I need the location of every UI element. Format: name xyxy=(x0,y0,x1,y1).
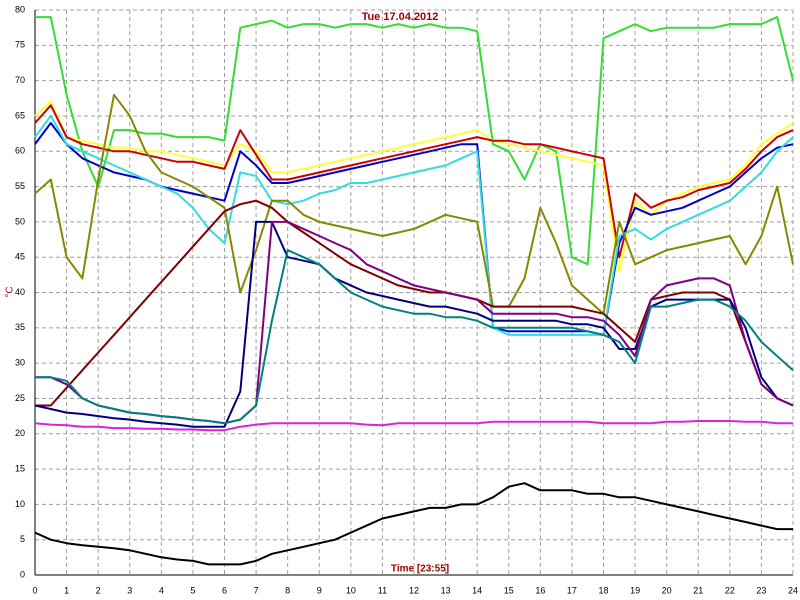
y-tick-label: 5 xyxy=(20,534,25,544)
x-tick-label: 12 xyxy=(409,585,419,595)
y-tick-label: 45 xyxy=(15,252,25,262)
x-tick-label: 0 xyxy=(32,585,37,595)
y-tick-label: 20 xyxy=(15,428,25,438)
y-tick-label: 40 xyxy=(15,287,25,297)
x-tick-label: 21 xyxy=(693,585,703,595)
x-tick-label: 24 xyxy=(788,585,798,595)
x-tick-label: 19 xyxy=(630,585,640,595)
x-tick-label: 11 xyxy=(378,585,387,595)
x-tick-label: 5 xyxy=(190,585,195,595)
y-tick-label: 10 xyxy=(15,499,25,509)
series-line xyxy=(35,249,794,425)
y-tick-label: 30 xyxy=(15,358,25,368)
y-tick-label: 25 xyxy=(15,393,25,403)
chart-title: Tue 17.04.2012 xyxy=(362,11,439,23)
x-tick-label: 10 xyxy=(346,585,356,595)
y-tick-label: 15 xyxy=(15,463,25,473)
x-tick-label: 9 xyxy=(317,585,322,595)
x-tick-label: 17 xyxy=(567,585,577,595)
x-tick-label: 23 xyxy=(756,585,766,595)
y-tick-label: 70 xyxy=(15,75,25,85)
y-tick-label: 75 xyxy=(15,40,25,50)
x-tick-label: 2 xyxy=(96,585,101,595)
x-tick-label: 8 xyxy=(285,585,290,595)
series-line xyxy=(34,93,794,315)
series-line xyxy=(34,420,793,432)
series-line xyxy=(34,482,793,566)
x-tick-label: 13 xyxy=(441,585,451,595)
x-tick-label: 16 xyxy=(535,585,545,595)
y-tick-label: 0 xyxy=(20,569,25,579)
y-tick-label: 65 xyxy=(15,110,25,120)
x-tick-label: 6 xyxy=(222,585,227,595)
x-tick-label: 15 xyxy=(504,585,514,595)
y-tick-label: 55 xyxy=(15,181,25,191)
series-line xyxy=(34,220,794,428)
x-tick-label: 14 xyxy=(472,585,482,595)
y-tick-label: 60 xyxy=(15,146,25,156)
x-tick-label: 4 xyxy=(159,585,164,595)
y-tick-label: 80 xyxy=(15,4,25,14)
x-tick-label: 18 xyxy=(598,585,608,595)
x-tick-label: 7 xyxy=(254,585,259,595)
x-tick-label: 3 xyxy=(127,585,132,595)
x-tick-label: 1 xyxy=(64,585,69,595)
x-tick-label: 20 xyxy=(662,585,672,595)
series-line xyxy=(35,16,794,266)
series-line xyxy=(34,114,794,336)
x-tick-label: 22 xyxy=(725,585,735,595)
y-tick-label: 50 xyxy=(15,216,25,226)
y-axis-label: °C xyxy=(5,286,16,297)
y-tick-label: 35 xyxy=(15,322,25,332)
series-line xyxy=(34,104,794,259)
series-line xyxy=(35,199,794,407)
x-axis-label: Time [23:55] xyxy=(391,564,449,575)
